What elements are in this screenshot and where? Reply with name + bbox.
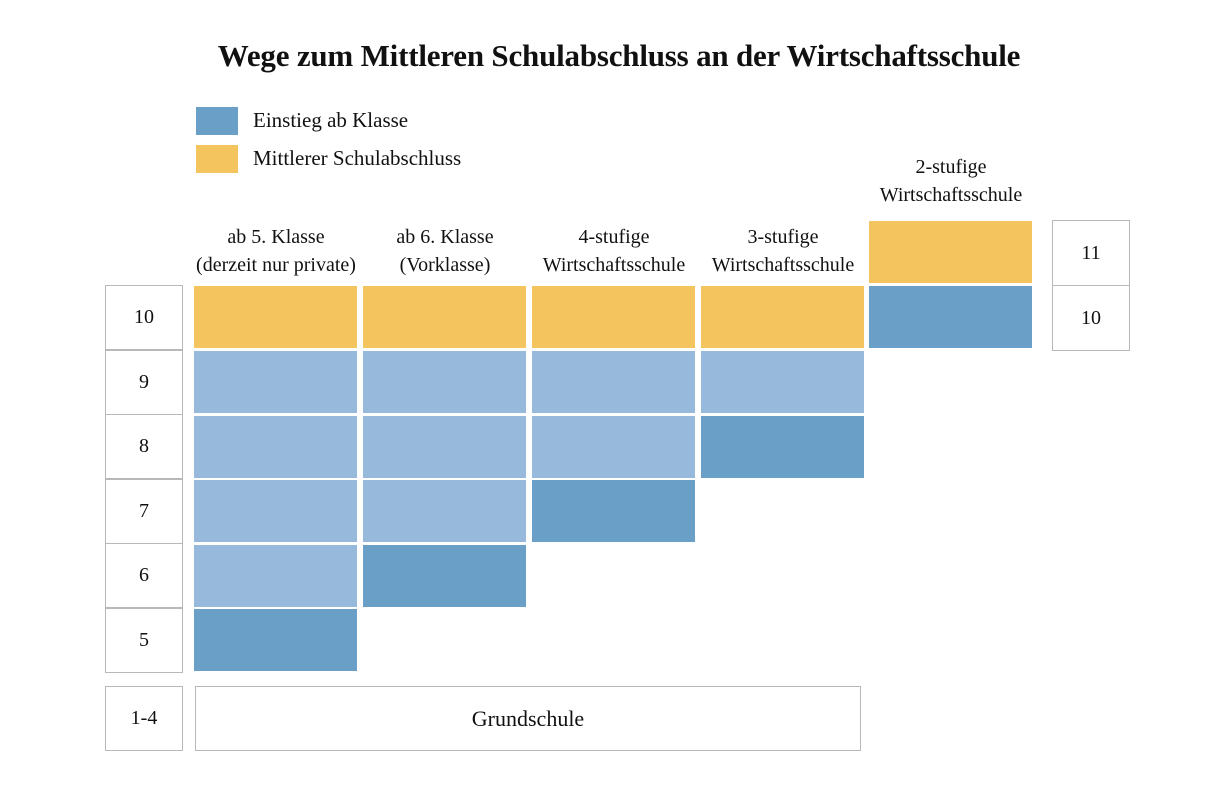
cell-entry bbox=[701, 416, 864, 478]
grade-box-grundschule: 1-4 bbox=[105, 686, 183, 751]
column-heading-1: ab 5. Klasse (derzeit nur private) bbox=[193, 223, 359, 279]
column-heading-line: (Vorklasse) bbox=[399, 254, 491, 276]
legend-label-graduation: Mittlerer Schulabschluss bbox=[253, 146, 462, 170]
cell-entry bbox=[532, 480, 695, 542]
column-heading-line: Wirtschaftsschule bbox=[879, 184, 1023, 206]
column-heading-line: 3-stufige bbox=[747, 226, 819, 248]
column-heading-2: ab 6. Klasse (Vorklasse) bbox=[362, 223, 528, 279]
cell-regular bbox=[194, 351, 357, 413]
cell-graduation bbox=[194, 286, 357, 348]
column-heading-line: 4-stufige bbox=[578, 226, 650, 248]
grade-box-6: 6 bbox=[105, 543, 183, 609]
legend-swatch-graduation bbox=[196, 145, 238, 173]
cell-entry bbox=[869, 286, 1032, 348]
column-heading-4: 3-stufige Wirtschaftsschule bbox=[700, 223, 866, 279]
cell-graduation bbox=[869, 221, 1032, 283]
legend-swatch-entry bbox=[196, 107, 238, 135]
column-heading-line: ab 5. Klasse bbox=[227, 226, 325, 248]
column-heading-line: Wirtschaftsschule bbox=[542, 254, 686, 276]
cell-graduation bbox=[701, 286, 864, 348]
column-heading-line: 2-stufige bbox=[915, 156, 987, 178]
grade-box-right-11: 11 bbox=[1052, 220, 1130, 286]
cell-regular bbox=[532, 351, 695, 413]
grade-box-right-10: 10 bbox=[1052, 285, 1130, 351]
grade-box-9: 9 bbox=[105, 349, 183, 415]
cell-regular bbox=[194, 480, 357, 542]
cell-regular bbox=[363, 480, 526, 542]
page-title: Wege zum Mittleren Schulabschluss an der… bbox=[217, 38, 1021, 73]
cell-regular bbox=[701, 351, 864, 413]
column-heading-line: ab 6. Klasse bbox=[396, 226, 494, 248]
grundschule-box: Grundschule bbox=[195, 686, 861, 751]
column-heading-line: (derzeit nur private) bbox=[196, 254, 356, 276]
column-heading-line: Wirtschaftsschule bbox=[711, 254, 855, 276]
column-heading-5: 2-stufige Wirtschaftsschule bbox=[868, 153, 1034, 209]
cell-regular bbox=[363, 416, 526, 478]
grade-box-8: 8 bbox=[105, 414, 183, 480]
legend-label-entry: Einstieg ab Klasse bbox=[253, 108, 409, 132]
cell-regular bbox=[194, 545, 357, 607]
cell-graduation bbox=[532, 286, 695, 348]
grade-box-7: 7 bbox=[105, 478, 183, 544]
grade-box-10: 10 bbox=[105, 285, 183, 350]
cell-regular bbox=[532, 416, 695, 478]
cell-entry bbox=[363, 545, 526, 607]
grade-box-5: 5 bbox=[105, 608, 183, 673]
cell-entry bbox=[194, 609, 357, 671]
column-heading-3: 4-stufige Wirtschaftsschule bbox=[531, 223, 697, 279]
cell-regular bbox=[363, 351, 526, 413]
cell-regular bbox=[194, 416, 357, 478]
cell-graduation bbox=[363, 286, 526, 348]
